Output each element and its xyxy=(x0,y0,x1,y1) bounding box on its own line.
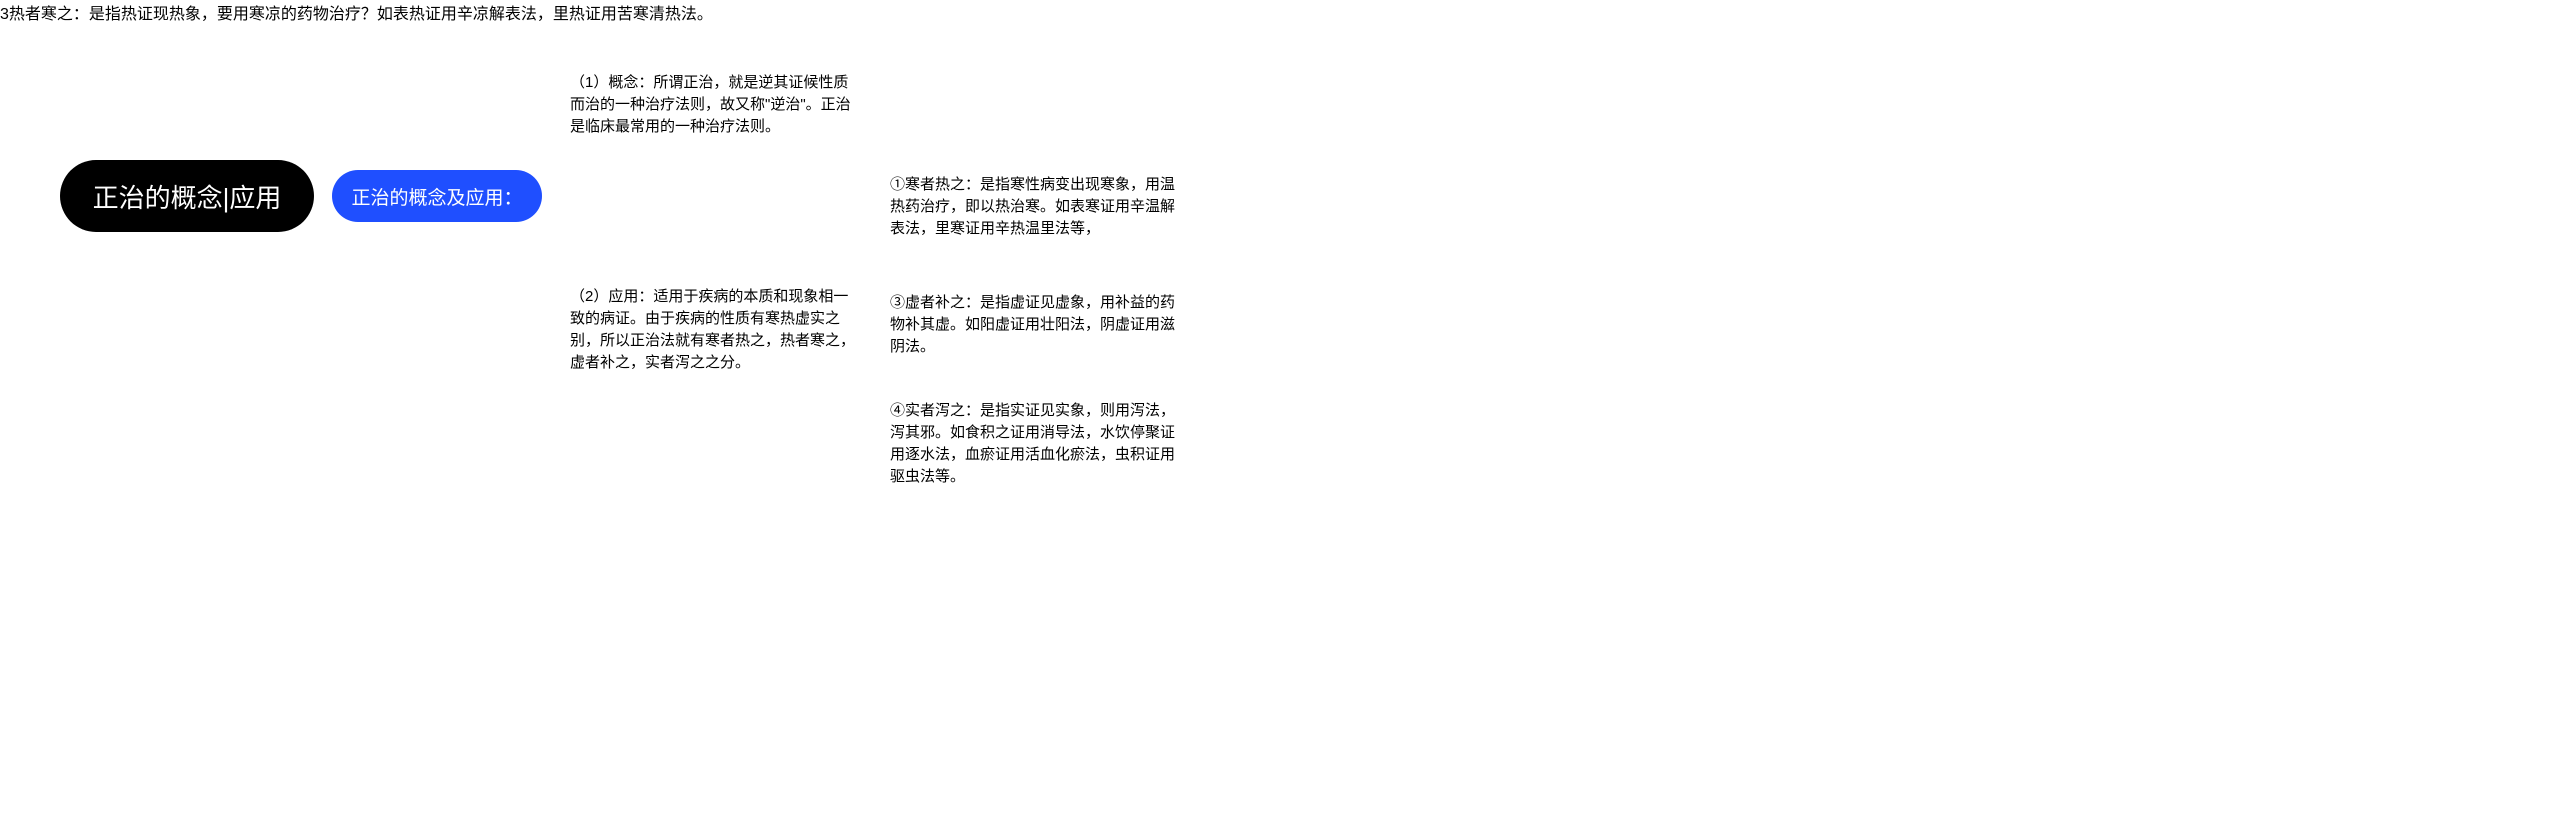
level3-excess-text: ④实者泻之：是指实证见实象，则用泻法，泻其邪。如食积之证用消导法，水饮停聚证用逐… xyxy=(890,402,1175,485)
level4-node-heat-cold[interactable]: 3热者寒之：是指热证现热象，要用寒凉的药物治疗？如表热证用辛凉解表法，里热证用苦… xyxy=(0,0,713,24)
mindmap-canvas: 正治的概念|应用 正治的概念及应用： （1）概念：所谓正治，就是逆其证候性质而治… xyxy=(0,0,2560,831)
level2-application-text: （2）应用：适用于疾病的本质和现象相一致的病证。由于疾病的性质有寒热虚实之别，所… xyxy=(570,288,855,371)
root-text: 正治的概念|应用 xyxy=(93,178,282,215)
level3-node-cold-heat[interactable]: ①寒者热之：是指寒性病变出现寒象，用温热药治疗，即以热治寒。如表寒证用辛温解表法… xyxy=(890,174,1178,240)
level3-node-deficiency[interactable]: ③虚者补之：是指虚证见虚象，用补益的药物补其虚。如阳虚证用壮阳法，阴虚证用滋阴法… xyxy=(890,292,1178,358)
level1-text: 正治的概念及应用： xyxy=(351,183,522,210)
level3-deficiency-text: ③虚者补之：是指虚证见虚象，用补益的药物补其虚。如阳虚证用壮阳法，阴虚证用滋阴法… xyxy=(890,294,1175,355)
connectors-layer xyxy=(0,0,2560,831)
level3-node-excess[interactable]: ④实者泻之：是指实证见实象，则用泻法，泻其邪。如食积之证用消导法，水饮停聚证用逐… xyxy=(890,400,1178,488)
root-node[interactable]: 正治的概念|应用 xyxy=(60,160,314,232)
level2-node-application[interactable]: （2）应用：适用于疾病的本质和现象相一致的病证。由于疾病的性质有寒热虚实之别，所… xyxy=(570,286,858,374)
level1-node-concept-application[interactable]: 正治的概念及应用： xyxy=(332,170,542,222)
level2-node-concept[interactable]: （1）概念：所谓正治，就是逆其证候性质而治的一种治疗法则，故又称"逆治"。正治是… xyxy=(570,72,858,138)
level3-cold-heat-text: ①寒者热之：是指寒性病变出现寒象，用温热药治疗，即以热治寒。如表寒证用辛温解表法… xyxy=(890,176,1175,237)
level4-heat-cold-text: 3热者寒之：是指热证现热象，要用寒凉的药物治疗？如表热证用辛凉解表法，里热证用苦… xyxy=(0,6,713,23)
level2-concept-text: （1）概念：所谓正治，就是逆其证候性质而治的一种治疗法则，故又称"逆治"。正治是… xyxy=(570,74,851,135)
